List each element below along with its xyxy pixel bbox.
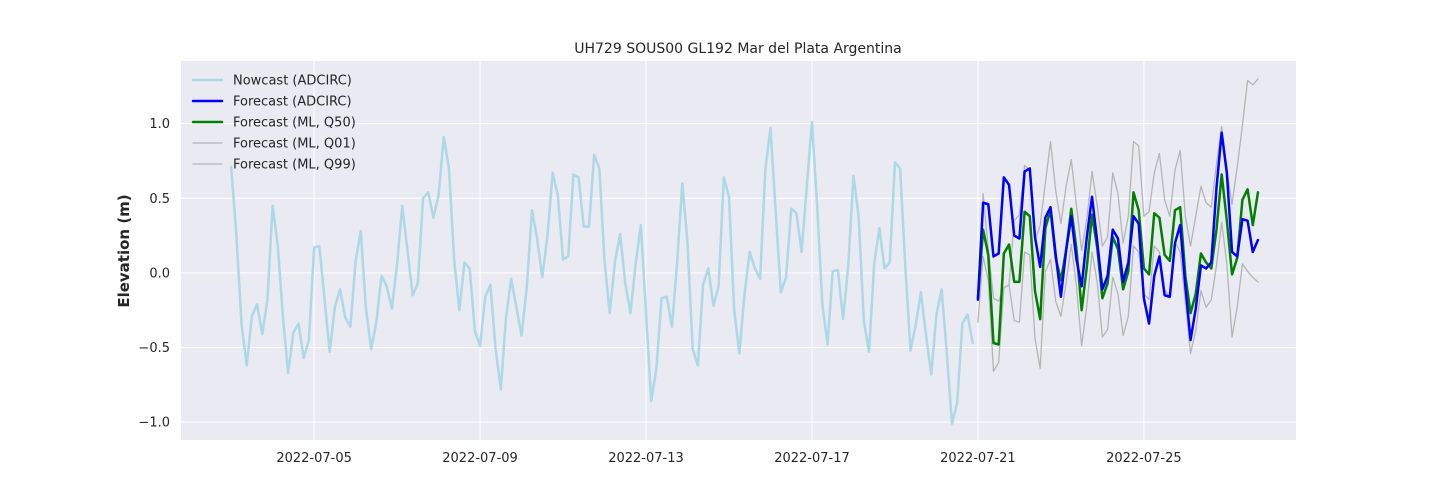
series-line-nowcast-adcirc — [229, 120, 974, 425]
x-tick-label: 2022-07-13 — [608, 451, 684, 466]
y-tick-label: −0.5 — [138, 341, 170, 356]
legend-entry: Forecast (ML, Q99) — [233, 158, 356, 173]
x-tick-label: 2022-07-21 — [940, 451, 1016, 466]
legend-entry: Forecast (ML, Q50) — [233, 116, 356, 131]
series-line-forecast-ml-q99 — [977, 78, 1259, 302]
x-tick-label: 2022-07-05 — [276, 451, 352, 466]
series-lines — [229, 78, 1260, 425]
y-tick-label: 1.0 — [149, 117, 170, 132]
chart-title: UH729 SOUS00 GL192 Mar del Plata Argenti… — [574, 41, 902, 57]
legend-entry: Forecast (ADCIRC) — [233, 95, 352, 110]
y-tick-label: 0.5 — [149, 192, 170, 207]
legend: Nowcast (ADCIRC) Forecast (ADCIRC) Forecas… — [191, 74, 356, 173]
x-tick-label: 2022-07-17 — [774, 451, 850, 466]
x-tick-label: 2022-07-25 — [1106, 451, 1182, 466]
y-axis-label: Elevation (m) — [115, 194, 133, 307]
y-tick-labels: 1.0 0.5 0.0 −0.5 −1.0 — [138, 117, 170, 430]
y-tick-label: 0.0 — [149, 266, 170, 281]
series-line-forecast-adcirc — [976, 131, 1260, 342]
legend-entry: Nowcast (ADCIRC) — [233, 74, 352, 89]
y-tick-label: −1.0 — [138, 416, 170, 431]
x-tick-labels: 2022-07-05 2022-07-09 2022-07-13 2022-07-17… — [276, 451, 1181, 466]
x-tick-label: 2022-07-09 — [442, 451, 518, 466]
series-line-forecast-ml-q01 — [977, 221, 1259, 373]
legend-entry: Forecast (ML, Q01) — [233, 137, 356, 152]
